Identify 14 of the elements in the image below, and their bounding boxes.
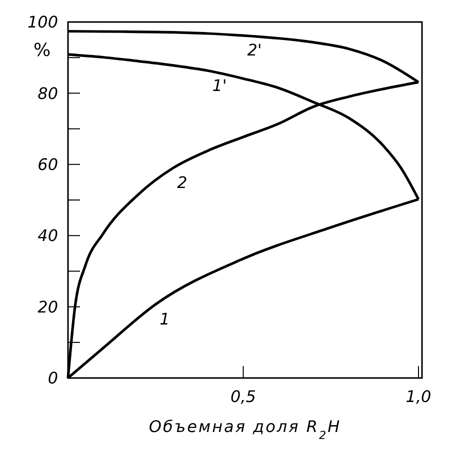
x-axis-title: Объемная доля R$_{2}$H	[148, 417, 342, 442]
series-label: 2'	[247, 40, 262, 60]
x-tick-label: 1,0	[406, 387, 432, 406]
y-tick-label: 20	[38, 297, 58, 316]
y-tick-label: 0	[48, 368, 58, 388]
y-axis-title: %	[33, 40, 51, 61]
y-tick-label: 40	[38, 226, 58, 246]
y-tick-label: 60	[38, 155, 58, 174]
y-tick-label: 80	[38, 84, 58, 103]
y-tick-label: 100	[27, 12, 58, 32]
series-label: 2	[177, 172, 188, 192]
x-tick-label: 0,5	[230, 387, 256, 406]
series-label: 1'	[212, 76, 227, 95]
series-label: 1	[160, 309, 170, 328]
